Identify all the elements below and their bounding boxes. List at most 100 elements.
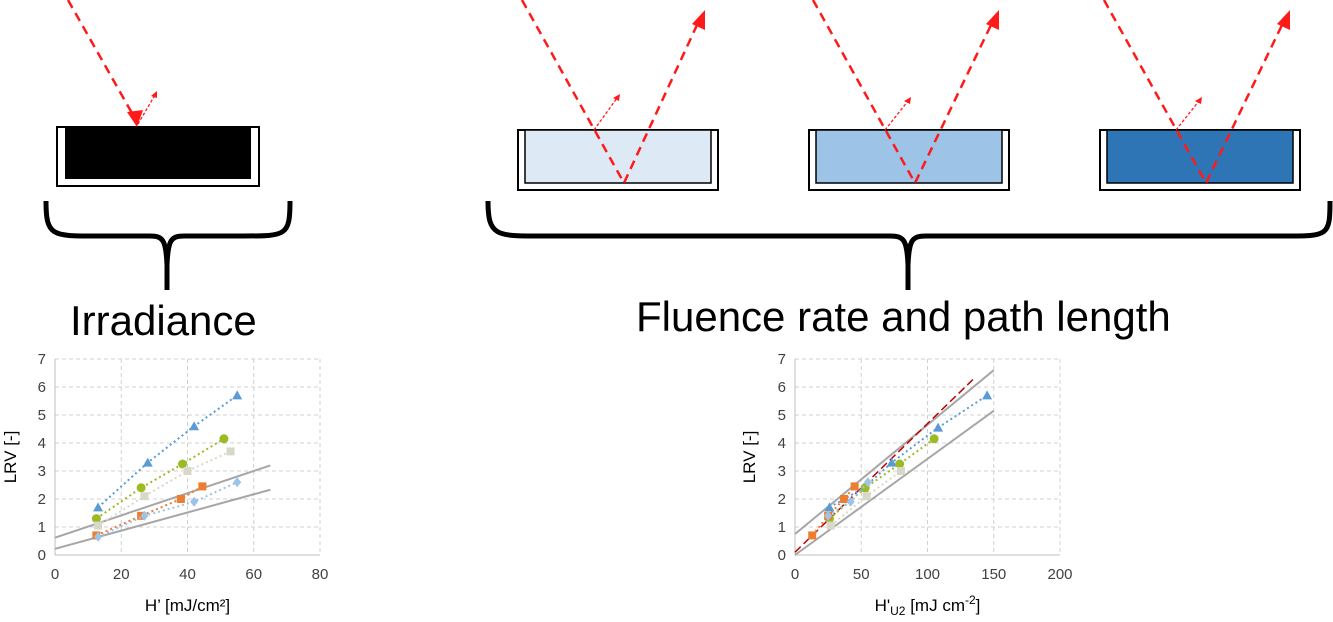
- y-tick-label: 7: [778, 351, 786, 368]
- series-1: [91, 434, 229, 524]
- arrowhead-1: [692, 10, 705, 30]
- data-point: [140, 510, 149, 521]
- x-tick-label: 60: [245, 566, 262, 583]
- y-tick-label: 6: [38, 379, 46, 396]
- data-point: [94, 521, 103, 530]
- series-line: [811, 485, 856, 537]
- x-axis-label: H'U2 [mJ cm-2]: [875, 593, 981, 617]
- y-tick-label: 4: [38, 435, 46, 452]
- chart-irradiance: 0 1 2 3 4 5 6 7 0 20 40 60 80 LRV [-] H’ [mJ/cm²]: [1, 351, 328, 615]
- data-point: [190, 496, 199, 507]
- incident-ray-irr: [66, 0, 139, 123]
- small-reflect-3: [1175, 100, 1200, 131]
- series-4: [824, 477, 872, 521]
- data-point: [982, 390, 993, 400]
- regression-line: [794, 369, 995, 535]
- series-line: [97, 450, 231, 527]
- x-tick-label: 0: [791, 566, 799, 583]
- y-tick-label: 7: [38, 351, 46, 368]
- series-2: [94, 447, 235, 530]
- data-point: [929, 434, 939, 444]
- series-4: [94, 477, 242, 542]
- small-arrowhead-2: [904, 97, 911, 104]
- arrowhead-3: [1277, 10, 1290, 30]
- data-point: [226, 447, 235, 456]
- series-1: [824, 434, 939, 524]
- data-point: [840, 495, 849, 503]
- series-line: [96, 485, 203, 537]
- regression-line: [794, 409, 995, 556]
- fluence-cuvettes: [517, 129, 1301, 191]
- data-point: [136, 483, 146, 493]
- x-tick-label: 40: [179, 566, 196, 583]
- data-point: [933, 422, 944, 432]
- x-tick-label: 200: [1047, 566, 1072, 583]
- regression-line: [54, 488, 271, 550]
- grid: [55, 358, 321, 555]
- data-point: [824, 510, 833, 521]
- data-point: [886, 457, 897, 467]
- data-point: [863, 477, 872, 488]
- data-point: [233, 477, 242, 488]
- data-point: [824, 502, 835, 512]
- y-tick-label: 4: [778, 435, 786, 452]
- reference-line: [794, 378, 975, 553]
- data-point: [189, 421, 200, 431]
- x-tick-label: 100: [915, 566, 940, 583]
- data-point: [219, 434, 229, 444]
- y-tick-label: 1: [38, 519, 46, 536]
- dark-blue-sample: [1106, 129, 1294, 184]
- rays-cuvette-2: [811, 0, 999, 186]
- small-reflect-1: [593, 97, 618, 131]
- chart-fluence: 0 1 2 3 4 5 6 7 0 50 100 150 200 LRV [-] H'U2 [mJ cm-2…: [740, 351, 1073, 618]
- series-line: [95, 437, 225, 520]
- rays-cuvette-1: [520, 0, 705, 186]
- x-tick-label: 150: [981, 566, 1006, 583]
- y-tick-label: 1: [778, 519, 786, 536]
- light-blue-sample: [524, 129, 712, 184]
- y-tick-label: 3: [778, 463, 786, 480]
- brace-irradiance: [43, 200, 293, 290]
- data-point: [846, 496, 855, 507]
- data-point: [176, 495, 185, 503]
- series-2: [826, 467, 905, 530]
- mid-blue-sample: [815, 129, 1003, 184]
- arrowhead-2: [986, 10, 999, 30]
- regression-line: [54, 464, 271, 539]
- series-line: [97, 394, 238, 509]
- series-line: [97, 481, 238, 538]
- small-arrowhead-3: [1195, 97, 1202, 104]
- data-point: [232, 390, 243, 400]
- series-0: [93, 390, 243, 512]
- data-point: [93, 502, 104, 512]
- y-axis-label: LRV [-]: [740, 431, 759, 484]
- y-tick-label: 2: [38, 491, 46, 508]
- reflected-arrowhead-small-irr: [151, 91, 157, 98]
- data-point: [183, 467, 192, 475]
- y-axis-label: LRV [-]: [1, 431, 20, 484]
- label-fluence: Fluence rate and path length: [636, 293, 1171, 340]
- data-point: [897, 467, 905, 475]
- y-tick-label: 0: [38, 547, 46, 564]
- incident-arrowhead-irr: [127, 110, 143, 127]
- y-tick-label: 5: [38, 407, 46, 424]
- small-reflect-2: [884, 100, 909, 131]
- data-point: [198, 482, 207, 491]
- y-tick-label: 3: [38, 463, 46, 480]
- x-tick-label: 50: [853, 566, 870, 583]
- rays-cuvette-3: [1102, 0, 1290, 186]
- reflected-ray-small-irr: [137, 94, 156, 125]
- data-point: [178, 459, 188, 469]
- small-arrowhead-1: [613, 94, 620, 101]
- y-tick-label: 2: [778, 491, 786, 508]
- y-tick-label: 6: [778, 379, 786, 396]
- x-tick-label: 20: [113, 566, 130, 583]
- data-point: [91, 514, 101, 524]
- data-point: [94, 531, 103, 542]
- data-point: [808, 531, 817, 540]
- data-point: [850, 482, 859, 491]
- data-point: [862, 492, 871, 501]
- series-3: [92, 482, 207, 540]
